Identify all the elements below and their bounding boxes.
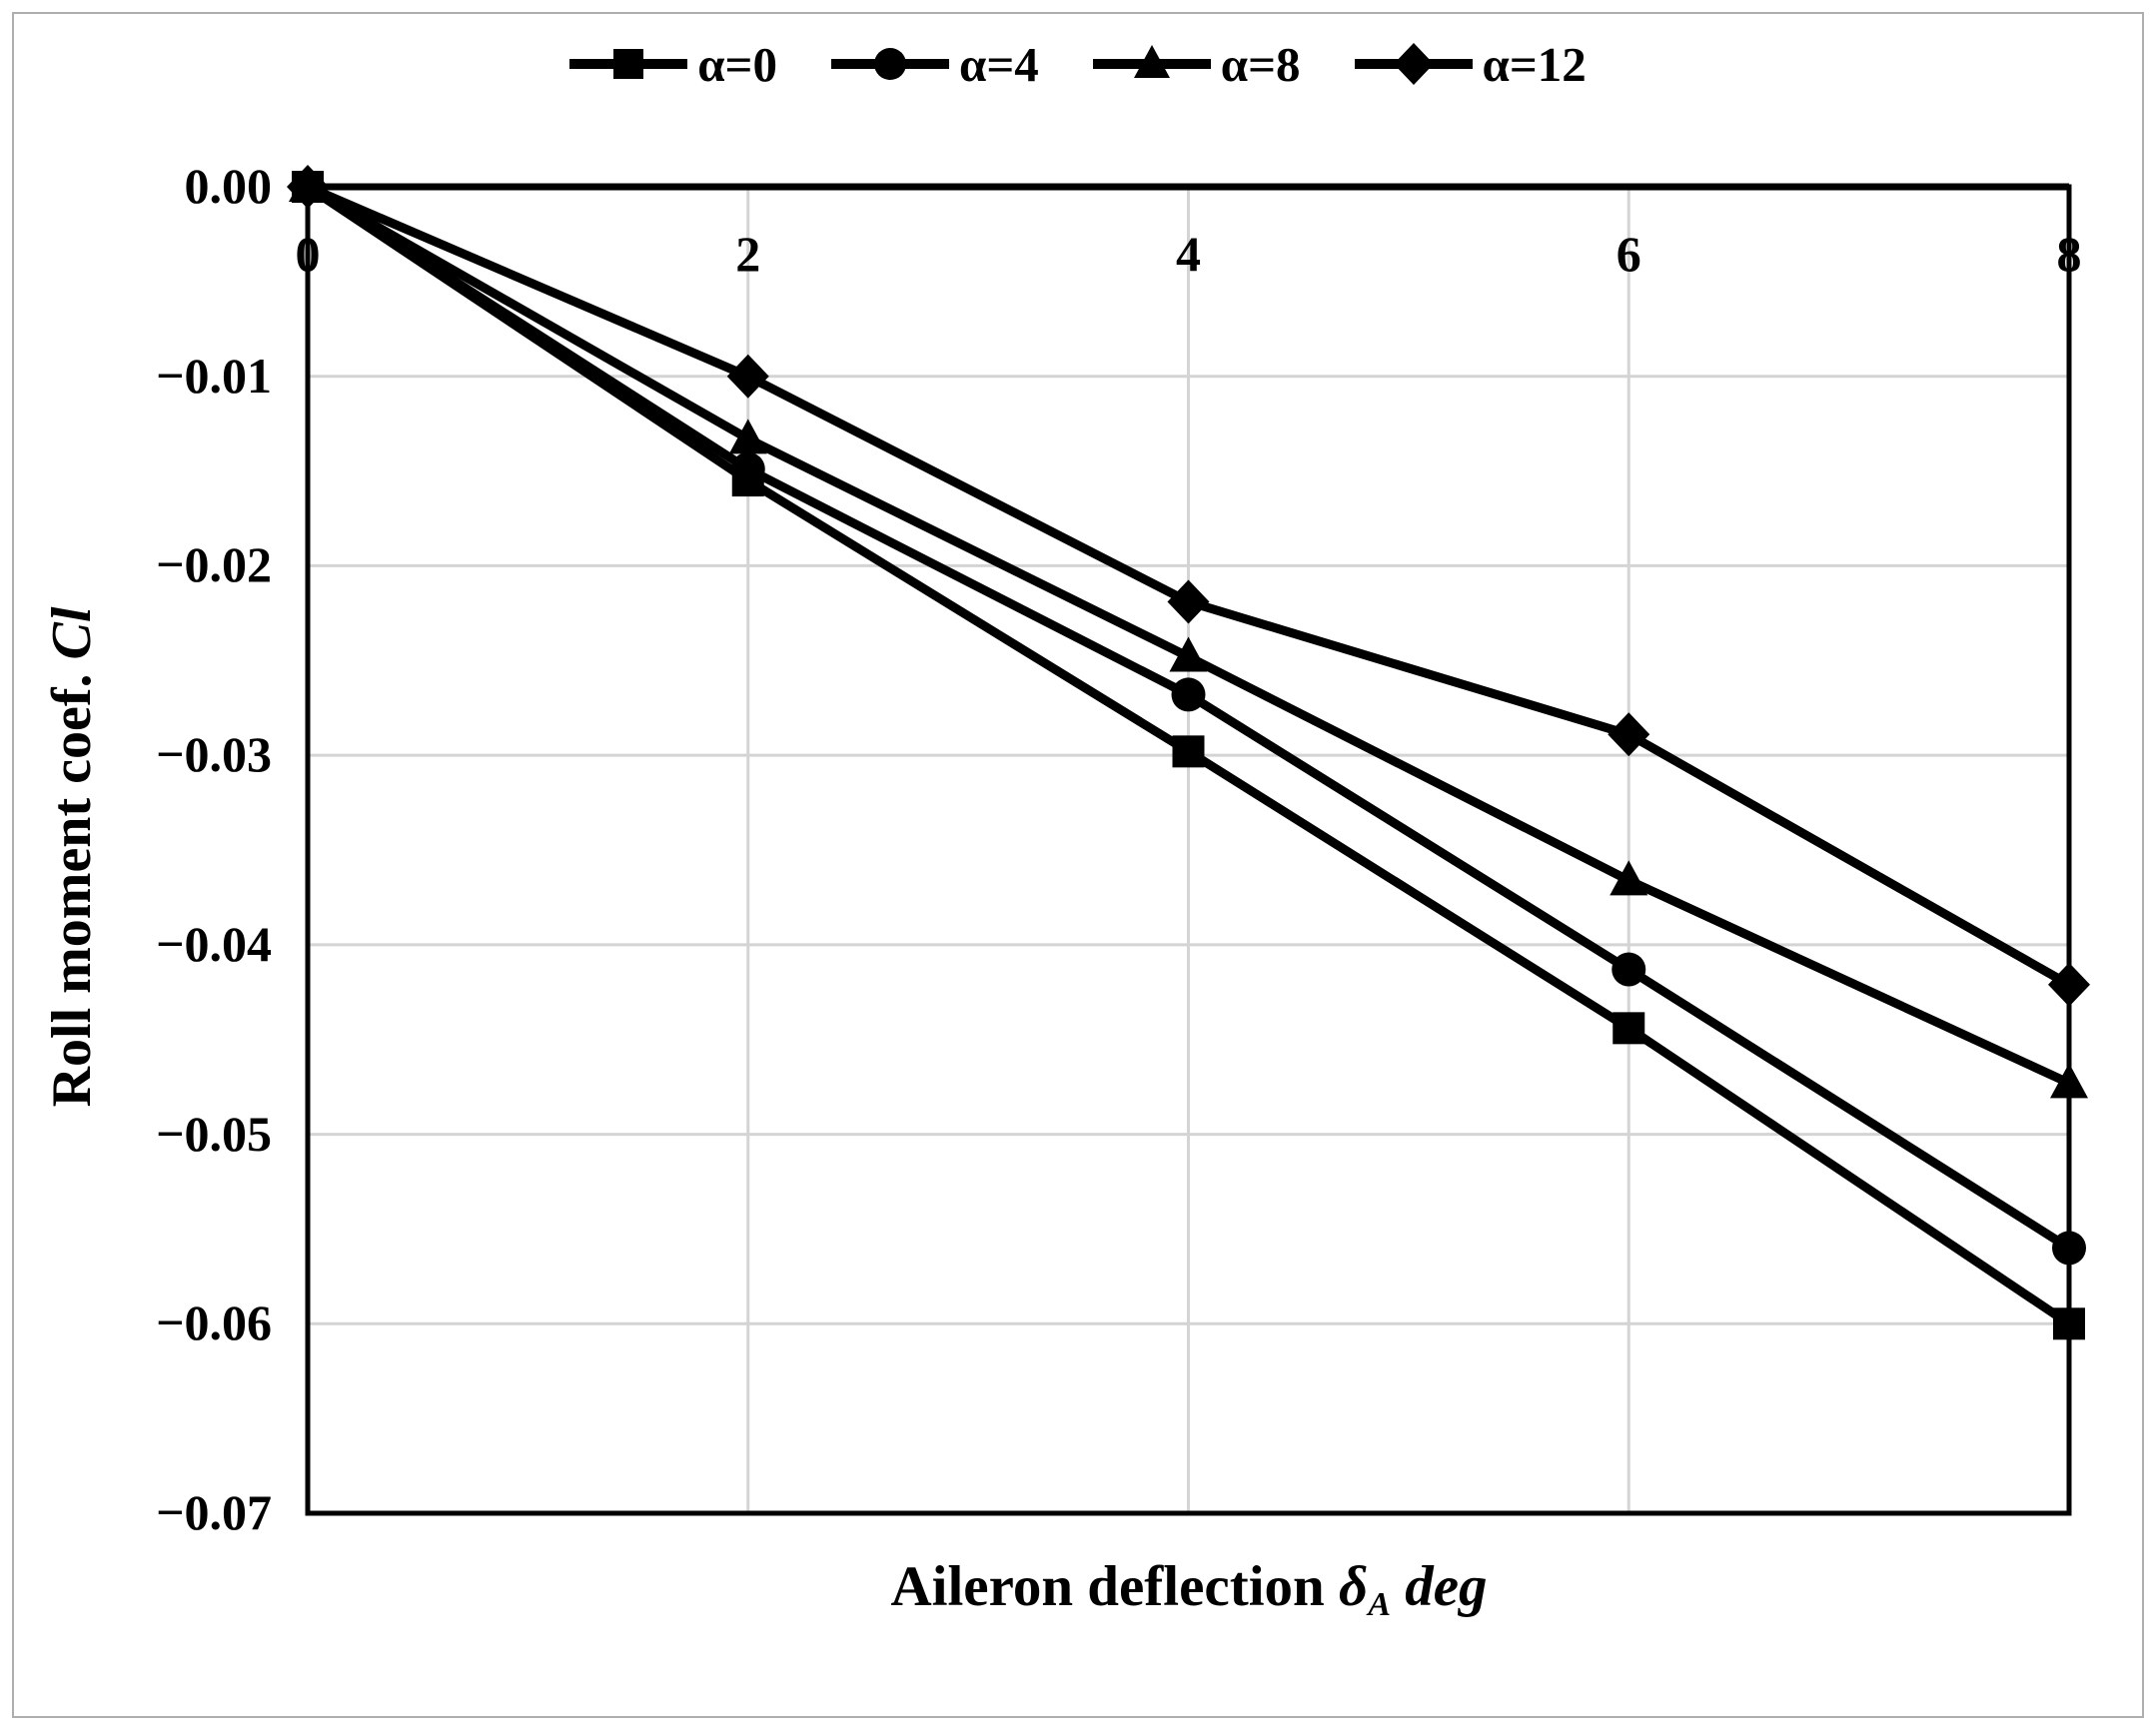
y-axis-symbol: Cl [41, 606, 103, 660]
x-tick-label: 0 [295, 226, 321, 282]
diamond-marker [287, 165, 329, 209]
circle-marker [1612, 952, 1646, 987]
square-marker [1172, 735, 1205, 768]
y-tick-label: −0.05 [156, 1105, 272, 1162]
y-axis-title: Roll moment coef. Cl [41, 606, 103, 1108]
x-tick-label: 2 [735, 226, 761, 282]
diamond-legend-icon [1354, 43, 1473, 85]
y-axis-title-text: Roll moment coef. [41, 659, 103, 1108]
circle-marker [873, 48, 906, 80]
legend-label: α=8 [1220, 36, 1301, 92]
legend-label: α=0 [697, 36, 777, 92]
square-marker [2053, 1307, 2085, 1340]
legend-item: α=0 [569, 40, 777, 89]
y-tick-label: 0.00 [184, 158, 273, 214]
x-axis-symbol: δ [1338, 1554, 1369, 1618]
circle-legend-icon [830, 48, 949, 80]
y-tick-label: −0.06 [156, 1295, 272, 1351]
circle-marker [2052, 1231, 2086, 1266]
triangle-marker [1610, 860, 1648, 896]
legend-item: α=4 [830, 36, 1039, 92]
x-axis-unit: deg [1391, 1554, 1488, 1618]
square-legend-icon [569, 49, 688, 79]
circle-marker [730, 451, 765, 486]
y-tick-label: −0.04 [156, 915, 272, 972]
diamond-marker [2048, 962, 2090, 1007]
y-tick-label: −0.02 [156, 536, 272, 593]
x-tick-label: 6 [1616, 226, 1641, 282]
triangle-marker [1169, 636, 1208, 672]
diamond-marker [1167, 579, 1210, 624]
chart-legend: α=0 α=4 α=8 α=12 [0, 26, 2156, 102]
diamond-marker [726, 354, 769, 399]
diamond-marker [1608, 712, 1650, 757]
x-axis-title-text: Aileron deflection [890, 1554, 1339, 1618]
y-tick-label: −0.01 [156, 347, 272, 404]
legend-label: α=4 [958, 36, 1039, 92]
y-tick-label: −0.07 [156, 1484, 272, 1540]
x-tick-label: 8 [2056, 226, 2082, 282]
legend-item: α=8 [1092, 36, 1301, 92]
triangle-legend-icon [1092, 45, 1211, 78]
legend-label: α=12 [1482, 36, 1587, 92]
circle-marker [1171, 677, 1206, 712]
y-tick-label: −0.03 [156, 726, 272, 783]
x-axis-title: Aileron deflection δA deg [890, 1558, 1487, 1622]
x-axis-subscript: A [1368, 1586, 1391, 1624]
triangle-marker [1133, 45, 1170, 78]
triangle-marker [728, 419, 767, 454]
triangle-marker [2050, 1063, 2088, 1099]
diamond-marker [1393, 43, 1434, 85]
square-marker [613, 49, 644, 79]
x-tick-label: 4 [1176, 226, 1201, 282]
square-marker [1613, 1012, 1645, 1045]
legend-item: α=12 [1354, 36, 1587, 92]
